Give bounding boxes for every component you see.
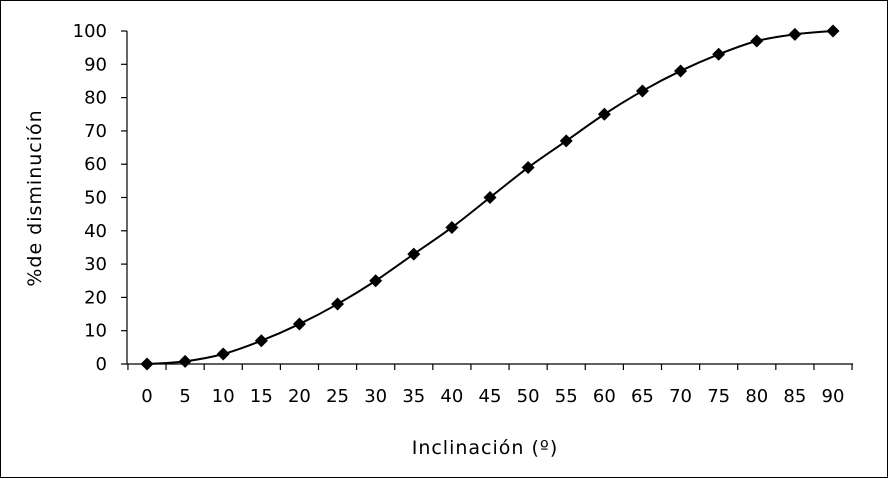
x-tick-label: 10 bbox=[212, 386, 235, 407]
x-tick-label: 15 bbox=[250, 386, 273, 407]
y-tick-label: 50 bbox=[84, 188, 107, 209]
x-tick-label: 90 bbox=[822, 386, 845, 407]
x-tick-label: 85 bbox=[783, 386, 806, 407]
x-axis-ticks: 0 5 10 15 20 25 30 35 40 45 50 55 60 65 70 75 80 85 90 bbox=[127, 364, 853, 407]
x-tick-label: 55 bbox=[555, 386, 578, 407]
data-point-marker bbox=[254, 334, 268, 348]
data-point-marker bbox=[521, 161, 535, 175]
y-tick-label: 20 bbox=[84, 287, 107, 308]
x-tick-label: 60 bbox=[593, 386, 616, 407]
y-tick-label: 30 bbox=[84, 254, 107, 275]
y-tick-label: 100 bbox=[73, 21, 107, 42]
x-tick-label: 5 bbox=[179, 386, 190, 407]
data-point-marker bbox=[140, 357, 154, 371]
x-tick-label: 0 bbox=[141, 386, 152, 407]
y-tick-label: 40 bbox=[84, 221, 107, 242]
data-point-marker bbox=[369, 274, 383, 288]
data-point-marker bbox=[483, 191, 497, 204]
data-point-marker bbox=[216, 347, 230, 361]
x-tick-label: 75 bbox=[707, 386, 730, 407]
x-tick-label: 25 bbox=[326, 386, 349, 407]
data-point-marker bbox=[788, 27, 802, 41]
data-point-marker bbox=[674, 64, 688, 78]
x-tick-label: 35 bbox=[402, 386, 425, 407]
data-point-marker bbox=[597, 107, 611, 121]
x-tick-label: 65 bbox=[631, 386, 654, 407]
x-axis-title: Inclinación (º) bbox=[412, 437, 559, 459]
y-tick-label: 0 bbox=[96, 354, 107, 375]
x-tick-label: 45 bbox=[479, 386, 502, 407]
y-tick-label: 10 bbox=[84, 321, 107, 342]
data-point-marker bbox=[750, 34, 764, 48]
data-point-marker bbox=[292, 317, 306, 331]
data-point-marker bbox=[635, 84, 649, 98]
y-tick-label: 90 bbox=[84, 54, 107, 75]
x-tick-label: 50 bbox=[517, 386, 540, 407]
data-point-marker bbox=[826, 24, 840, 38]
data-point-marker bbox=[712, 47, 726, 61]
data-point-marker bbox=[559, 134, 573, 148]
data-point-marker bbox=[331, 297, 345, 311]
x-tick-label: 30 bbox=[364, 386, 387, 407]
x-tick-label: 70 bbox=[669, 386, 692, 407]
x-tick-label: 20 bbox=[288, 386, 311, 407]
y-axis-title: %de disminución bbox=[24, 109, 46, 286]
x-tick-label: 40 bbox=[440, 386, 463, 407]
y-tick-label: 60 bbox=[84, 154, 107, 175]
series-group bbox=[140, 24, 840, 371]
y-tick-label: 80 bbox=[84, 88, 107, 109]
data-point-marker bbox=[178, 354, 192, 368]
x-tick-label: 80 bbox=[745, 386, 768, 407]
data-point-marker bbox=[407, 247, 421, 261]
y-tick-label: 70 bbox=[84, 121, 107, 142]
data-point-marker bbox=[445, 220, 459, 234]
y-axis-ticks: 0 10 20 30 40 50 60 70 80 90 100 bbox=[73, 21, 127, 375]
